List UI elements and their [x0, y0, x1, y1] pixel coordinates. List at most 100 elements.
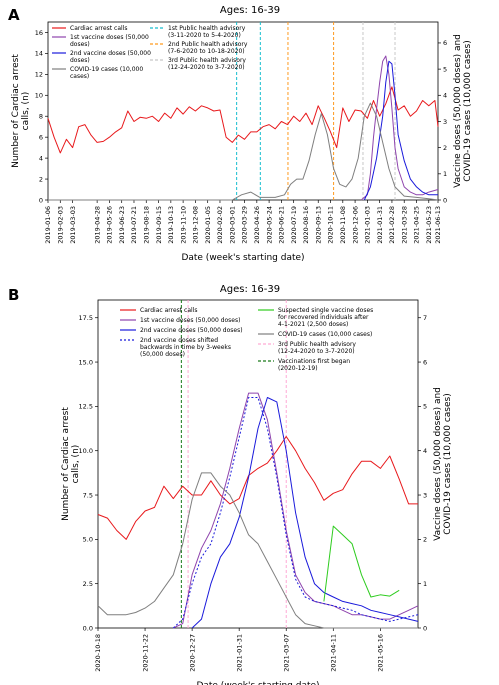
panel-b-plot: 0.0 2.5 5.0 7.5 10.0 12.5 15.0 17.5 0 1 2 3 4 5 6 7 2020…	[61, 299, 453, 685]
panel-b-xtick-label: 2020-12-27	[188, 634, 196, 672]
panel-a-legend-entry: 2nd Public health advisory	[168, 41, 248, 48]
panel-b-ytick-label: 10.0	[79, 447, 93, 455]
panel-b-xtick-label: 2020-11-22	[141, 634, 149, 672]
panel-b-x-axis-label: Date (week's starting date)	[196, 681, 319, 685]
panel-a-xtick-label: 2019-10-13	[167, 206, 175, 244]
panel-a-xtick-label: 2020-03-01	[228, 206, 236, 244]
panel-a-ytick-label: 14	[35, 50, 43, 58]
panel-a-xtick-label: 2019-02-03	[56, 206, 64, 244]
panel-b-y-axis-label: Number of Cardiac arrest	[61, 407, 71, 521]
panel-b-ytick-label: 7.5	[83, 491, 93, 499]
panel-b-ytick-label: 17.5	[79, 314, 93, 322]
panel-b-legend-entry: (50,000 doses)	[140, 351, 185, 358]
panel-a-xtick-label: 2020-12-06	[351, 206, 359, 244]
panel-b-series-2nd-vaccine-doses-shifted-back	[172, 397, 419, 629]
panel-a-ytick-label: 10	[35, 92, 43, 100]
panel-a-xtick-label: 2020-01-05	[204, 206, 212, 244]
panel-a-xtick-label: 2020-10-11	[327, 206, 335, 244]
panel-b-xtick-label: 2021-04-11	[329, 634, 337, 672]
panel-a-legend-entry: cases)	[70, 73, 89, 80]
panel-a-xtick-label: 2021-06-13	[434, 206, 442, 244]
panel-a-ytick-label: 16	[35, 29, 43, 37]
panel-a-xtick-label: 2020-06-21	[278, 206, 286, 244]
panel-a-xtick-label: 2019-07-21	[130, 206, 138, 244]
panel-b-xtick-label: 2021-01-31	[235, 634, 243, 672]
panel-a-legend-entry: 2nd vaccine doses (50,000	[70, 50, 151, 57]
panel-a-xtick-label: 2019-01-06	[44, 206, 52, 244]
panel-a-xtick-label: 2019-04-28	[93, 206, 101, 244]
panel-a-xtick-label: 2021-05-23	[425, 206, 433, 244]
panel-b-ytick-label: 15.0	[79, 358, 93, 366]
panel-a-legend-entry: doses)	[70, 41, 90, 48]
panel-a-y2tick-label: 6	[443, 39, 447, 47]
panel-a-plot-frame	[47, 21, 439, 201]
panel-b-legend-entry: backwards in time by 3-weeks	[140, 344, 231, 351]
panel-b-y-axis-label: calls, (n)	[71, 445, 81, 484]
panel-a-letter: A	[8, 6, 20, 24]
panel-b-letter: B	[8, 286, 19, 304]
panel-b-series-covid-19-cases-10-000-cases	[97, 472, 418, 629]
panel-a-xtick-label: 2020-09-13	[314, 206, 322, 244]
panel-a-legend-entry: doses)	[70, 57, 90, 64]
panel-b-legend-entry: (12-24-2020 to 3-7-2020)	[278, 348, 355, 355]
panel-a-series-1st-vaccine-doses-50-000-doses	[360, 55, 439, 201]
panel-a-xtick-label: 2019-11-10	[179, 206, 187, 244]
panel-a-legend-entry: 3rd Public health advisory	[168, 57, 246, 64]
panel-b-xtick-label: 2021-03-07	[282, 634, 290, 672]
panel-a-xtick-label: 2019-05-26	[106, 206, 114, 244]
panel-a-legend-entry: (7-6-2020 to 10-18-2020)	[168, 48, 245, 55]
panel-b-plot-frame	[97, 299, 419, 629]
panel-a-x-axis-label: Date (week's starting date)	[181, 253, 304, 263]
panel-b-legend-entry: 4-1-2021 (2,500 doses)	[278, 321, 348, 328]
panel-a-ytick-label: 12	[35, 71, 43, 79]
panel-a-y2tick-label: 3	[443, 118, 447, 126]
panel-a-legend-entry: (3-11-2020 to 5-4-2020)	[168, 32, 241, 39]
panel-a-title: Ages: 16-39	[220, 5, 280, 16]
panel-b-y2-axis-label: COVID-19 cases (10,000 cases)	[443, 393, 453, 535]
panel-b-y2tick-label: 5	[423, 403, 427, 411]
panel-b-ytick-label: 0.0	[83, 624, 93, 632]
panel-a-y-axis-label: calls, (n)	[21, 92, 31, 131]
panel-a-legend-entry: COVID-19 cases (10,000	[70, 66, 143, 73]
panel-b-y2tick-label: 3	[423, 491, 427, 499]
panel-a-xtick-label: 2021-02-28	[388, 206, 396, 244]
panel-b-legend-entry: 1st vaccine doses (50,000 doses)	[140, 317, 240, 324]
panel-a-series-2nd-vaccine-doses-50-000-doses	[363, 60, 438, 201]
panel-b-y2tick-label: 2	[423, 536, 427, 544]
panel-a-y-axis-label: Number of Cardiac arrest	[11, 54, 21, 168]
panel-a-xtick-label: 2020-07-19	[290, 206, 298, 244]
panel-b-legend-entry: Cardiac arrest calls	[140, 307, 197, 314]
panel-a-xtick-label: 2019-03-03	[69, 206, 77, 244]
panel-a-xtick-label: 2021-03-28	[400, 206, 408, 244]
panel-a-ytick-label: 4	[39, 154, 43, 162]
panel-b-y2-axis-label: Vaccine doses (50,000 doses) and	[433, 387, 443, 541]
panel-b-ytick-label: 12.5	[79, 403, 93, 411]
panel-a-y2tick-label: 0	[443, 196, 447, 204]
panel-a-legend-entry: Cardiac arrest calls	[70, 25, 127, 32]
panel-a-xtick-label: 2020-03-29	[241, 206, 249, 244]
panel-a-ytick-label: 2	[39, 175, 43, 183]
panel-a-xtick-label: 2021-01-31	[376, 206, 384, 244]
panel-a-xtick-label: 2020-02-02	[216, 206, 224, 244]
panel-a-xtick-label: 2021-04-25	[413, 206, 421, 244]
panel-a-xtick-label: 2020-11-08	[339, 206, 347, 244]
panel-b-y2tick-label: 4	[423, 447, 427, 455]
panel-b-xtick-label: 2020-10-18	[94, 634, 102, 672]
panel-a-xtick-label: 2019-08-18	[142, 206, 150, 244]
panel-a-xtick-label: 2021-01-03	[364, 206, 372, 244]
panel-b-y2tick-label: 0	[423, 624, 427, 632]
panel-b-legend-entry: 2nd vaccine doses (50,000 doses)	[140, 327, 243, 334]
panel-a-y2tick-label: 5	[443, 65, 447, 73]
panel-a-series-covid-19-cases-10-000-cases	[48, 102, 439, 201]
panel-a-legend-entry: 1st Public health advisory	[168, 25, 246, 32]
panel-b-series-cardiac-arrest-calls	[97, 436, 418, 540]
panel-b-legend-entry: 2nd vaccine doses shifted	[140, 337, 218, 344]
panel-a-ytick-label: 0	[39, 196, 43, 204]
panel-a-xtick-label: 2020-04-26	[253, 206, 261, 244]
panel-a-y2tick-label: 1	[443, 170, 447, 178]
panel-b-title: Ages: 16-39	[220, 284, 280, 295]
panel-b-legend-entry: COVID-19 cases (10,000 cases)	[278, 331, 372, 338]
panel-b-series-suspected-single-vaccine-doses	[323, 525, 400, 602]
